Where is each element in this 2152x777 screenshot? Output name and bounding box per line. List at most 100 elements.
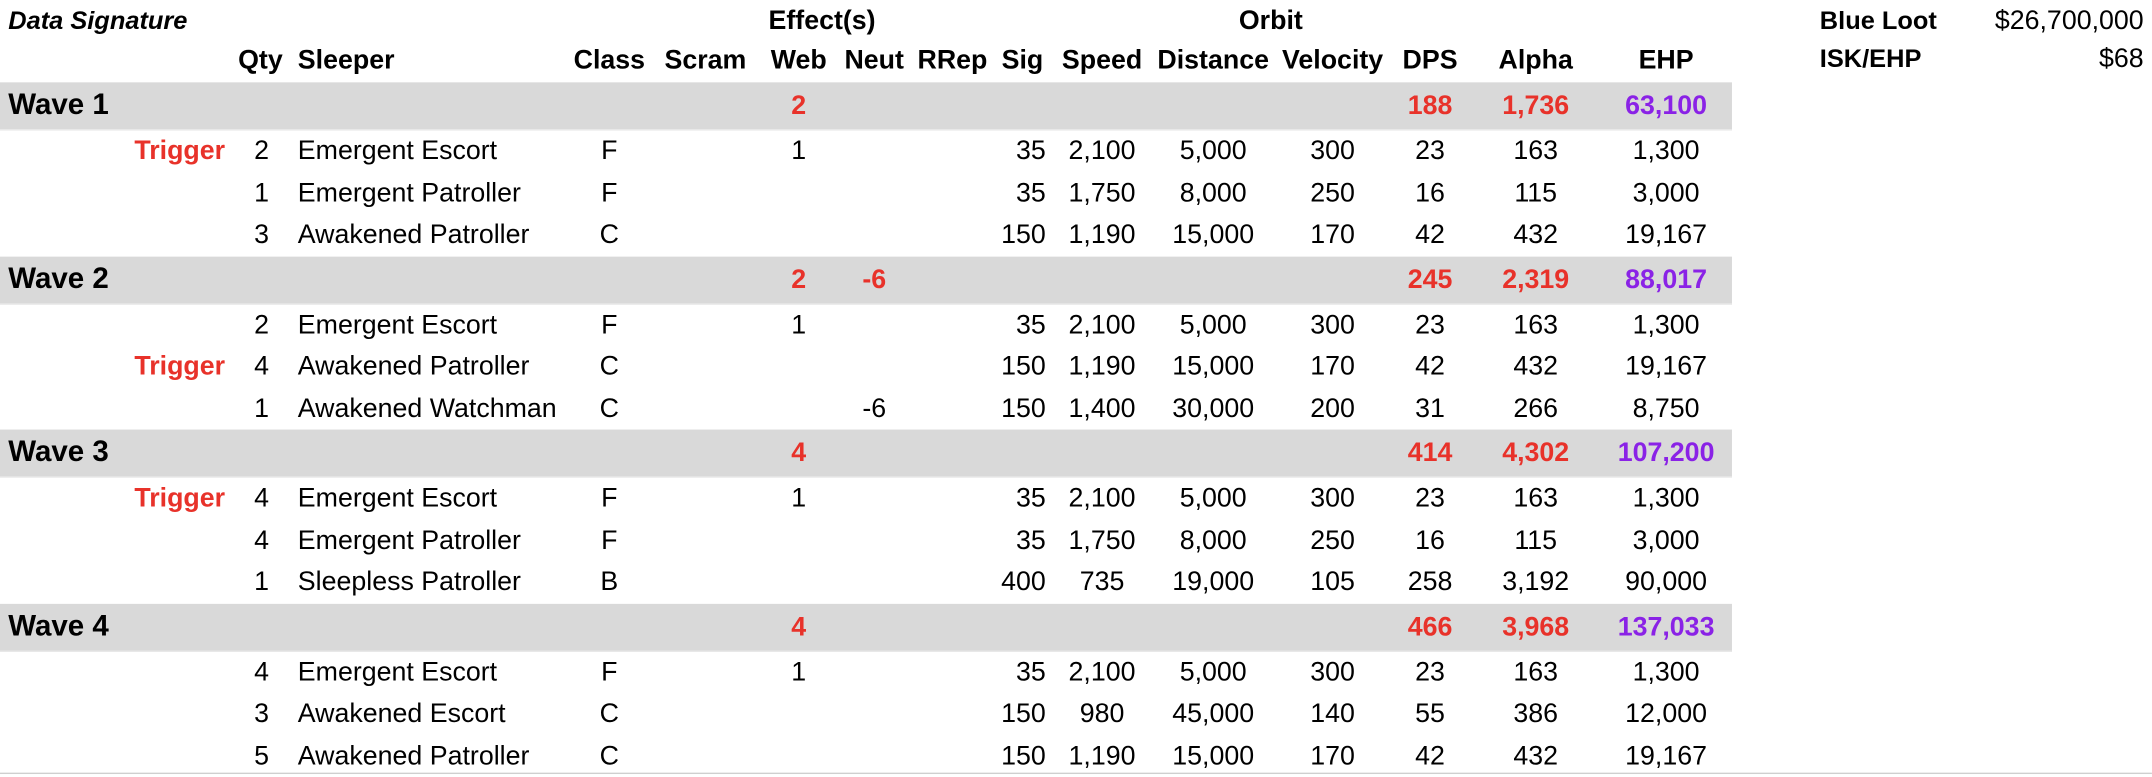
sig-cell: 35 <box>1015 309 1046 340</box>
wave-header-row: Wave 1 2 188 1,736 63,100 <box>0 82 1732 131</box>
trigger-label: Trigger <box>134 351 226 382</box>
sleeper-name-cell: Emergent Patroller <box>297 177 521 208</box>
ehp-cell: 90,000 <box>1625 566 1708 597</box>
qty-cell: 4 <box>254 483 269 514</box>
velocity-cell: 300 <box>1310 309 1355 340</box>
wave-header-row: Wave 2 2 -6 245 2,319 88,017 <box>0 255 1732 304</box>
wave-header-row: Wave 3 4 414 4,302 107,200 <box>0 429 1732 478</box>
distance-cell: 15,000 <box>1172 740 1255 771</box>
distance-cell: 5,000 <box>1179 656 1247 687</box>
wave-total-web: 4 <box>791 437 807 468</box>
speed-cell: 1,190 <box>1068 219 1136 250</box>
ehp-cell: 19,167 <box>1625 219 1708 250</box>
blue-loot-value: $26,700,000 <box>1994 5 2144 36</box>
ehp-cell: 3,000 <box>1632 524 1700 556</box>
alpha-cell: 163 <box>1513 483 1559 514</box>
dps-cell: 23 <box>1415 135 1445 167</box>
qty-cell: 2 <box>254 309 269 340</box>
sleeper-row: Trigger 4 Emergent Escort F 1 35 2,100 5… <box>0 478 1732 520</box>
column-header-scram: Scram <box>664 45 747 76</box>
sig-cell: 150 <box>1001 698 1046 729</box>
blue-loot-label: Blue Loot <box>1819 5 1937 35</box>
wave-total-alpha: 2,319 <box>1502 264 1570 295</box>
ehp-cell: 12,000 <box>1625 698 1708 729</box>
speed-cell: 2,100 <box>1068 656 1136 687</box>
class-cell: F <box>601 177 618 208</box>
distance-cell: 15,000 <box>1172 351 1255 382</box>
qty-cell: 5 <box>254 740 269 771</box>
sleeper-row: 1 Sleepless Patroller B 400 735 19,000 1… <box>0 561 1732 603</box>
class-cell: C <box>599 219 620 250</box>
sleeper-name-cell: Awakened Watchman <box>297 393 557 424</box>
speed-cell: 2,100 <box>1068 135 1136 167</box>
isk-per-ehp-value: $68 <box>2099 43 2144 75</box>
ehp-cell: 8,750 <box>1632 393 1700 424</box>
qty-cell: 1 <box>254 393 269 424</box>
class-cell: F <box>601 135 618 167</box>
distance-cell: 8,000 <box>1179 524 1247 556</box>
trigger-label: Trigger <box>134 135 226 167</box>
speed-cell: 980 <box>1079 698 1125 729</box>
qty-cell: 1 <box>254 566 269 597</box>
wave-total-ehp: 88,017 <box>1625 264 1708 295</box>
sig-cell: 35 <box>1015 177 1046 208</box>
dps-cell: 23 <box>1415 656 1445 687</box>
speed-cell: 735 <box>1079 566 1125 597</box>
column-header-web: Web <box>770 45 827 76</box>
wave-total-alpha: 1,736 <box>1502 90 1570 121</box>
dps-cell: 16 <box>1415 524 1445 556</box>
alpha-cell: 115 <box>1514 524 1558 556</box>
sleeper-row: 3 Awakened Escort C 150 980 45,000 140 5… <box>0 693 1732 735</box>
sleeper-row: Trigger 4 Awakened Patroller C 150 1,190… <box>0 346 1732 388</box>
wave-name: Wave 3 <box>8 435 109 468</box>
class-cell: C <box>599 393 620 424</box>
qty-cell: 3 <box>254 698 269 729</box>
qty-cell: 4 <box>254 656 269 687</box>
velocity-cell: 200 <box>1310 393 1355 424</box>
sheet-title: Data Signature <box>8 5 188 35</box>
ehp-cell: 1,300 <box>1632 656 1700 687</box>
column-header-dps: DPS <box>1402 45 1458 76</box>
alpha-cell: 266 <box>1513 393 1559 424</box>
dps-cell: 23 <box>1415 309 1445 340</box>
sig-cell: 150 <box>1001 740 1046 771</box>
distance-cell: 45,000 <box>1172 698 1255 729</box>
web-cell: 1 <box>791 309 807 340</box>
web-cell: 1 <box>791 483 807 514</box>
group-header-orbit: Orbit <box>1238 5 1303 36</box>
wave-name: Wave 1 <box>8 87 109 121</box>
sleeper-name-cell: Emergent Escort <box>297 656 498 687</box>
wave-total-ehp: 107,200 <box>1617 437 1715 468</box>
sig-cell: 150 <box>1001 393 1046 424</box>
column-header-sleeper: Sleeper <box>297 45 395 76</box>
alpha-cell: 163 <box>1513 656 1559 687</box>
wave-total-dps: 414 <box>1407 437 1453 468</box>
wave-total-alpha: 4,302 <box>1502 437 1570 468</box>
dps-cell: 42 <box>1415 740 1445 771</box>
wave-total-alpha: 3,968 <box>1502 611 1570 642</box>
class-cell: C <box>599 351 620 382</box>
sig-cell: 400 <box>1001 566 1046 597</box>
wave-total-ehp: 137,033 <box>1617 611 1715 642</box>
column-header-neut: Neut <box>844 45 904 76</box>
velocity-cell: 170 <box>1310 351 1355 382</box>
distance-cell: 5,000 <box>1179 483 1247 514</box>
bottom-border <box>0 772 2152 775</box>
velocity-cell: 105 <box>1310 566 1355 597</box>
speed-cell: 1,750 <box>1068 177 1136 208</box>
column-header-sig: Sig <box>1001 45 1044 76</box>
column-header-velocity: Velocity <box>1282 45 1384 76</box>
qty-cell: 4 <box>254 524 269 556</box>
sleeper-row: 1 Emergent Patroller F 35 1,750 8,000 25… <box>0 172 1732 214</box>
wave-name: Wave 4 <box>8 608 109 642</box>
distance-cell: 5,000 <box>1179 135 1247 167</box>
wave-total-dps: 466 <box>1407 611 1453 642</box>
sleeper-row: 4 Emergent Patroller F 35 1,750 8,000 25… <box>0 519 1732 561</box>
ehp-cell: 1,300 <box>1632 483 1700 514</box>
velocity-cell: 250 <box>1310 524 1355 556</box>
column-header-ehp: EHP <box>1638 45 1694 76</box>
waves-table: Wave 1 2 188 1,736 63,100 Trigger 2 Emer… <box>0 82 1732 776</box>
class-cell: F <box>601 483 618 514</box>
speed-cell: 2,100 <box>1068 309 1136 340</box>
